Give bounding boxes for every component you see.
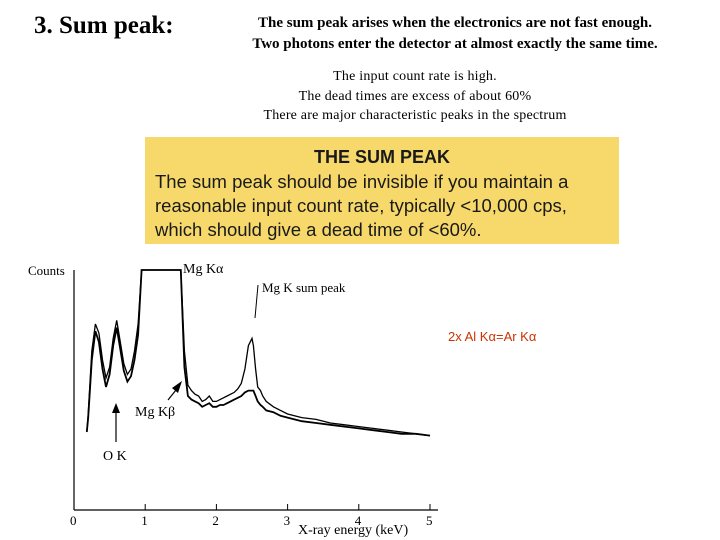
mg-k-sum-pointer [254, 284, 259, 319]
callout-body: The sum peak should be invisible if you … [155, 171, 569, 240]
peak-label-mg-k-sum: Mg K sum peak [262, 280, 346, 295]
x-tick-label-1: 1 [141, 513, 148, 528]
spectrum-series-1 [86, 269, 431, 437]
intro-line-2: Two photons enter the detector at almost… [252, 36, 658, 52]
sum-peak-callout: THE SUM PEAK The sum peak should be invi… [145, 137, 619, 244]
callout-heading: THE SUM PEAK [313, 147, 450, 167]
x-tick-label-3: 3 [284, 513, 291, 528]
x-tick-label-2: 2 [212, 513, 219, 528]
x-tick-label-5: 5 [426, 513, 433, 528]
y-axis-label: Counts [28, 263, 65, 278]
note-line-2: The dead times are excess of about 60% [298, 89, 532, 104]
note-line-3: There are major characteristic peaks in … [263, 108, 567, 123]
annotation-text: 2x Al Kα=Ar Kα [448, 329, 537, 344]
spectrum-series-2 [85, 269, 431, 437]
peak-label-mg-ka: Mg Kα [183, 262, 224, 277]
x-tick-label-4: 4 [355, 513, 362, 528]
peak-label-o-k: O K [103, 449, 127, 464]
intro-line-1: The sum peak arises when the electronics… [257, 15, 653, 31]
slide-title: 3. Sum peak: [34, 12, 174, 39]
x-axis-label: X-ray energy (keV) [298, 523, 408, 538]
o-k-arrow-head [112, 403, 120, 413]
spectrum-chart: 0 1 2 3 4 5 Counts X-ray energy (keV) Mg Kα M… [28, 262, 438, 538]
mg-kb-arrow-head [172, 381, 182, 393]
peak-label-mg-kb: Mg Kβ [135, 405, 175, 420]
x-tick-label-0: 0 [70, 513, 77, 528]
note-line-1: The input count rate is high. [333, 69, 497, 84]
